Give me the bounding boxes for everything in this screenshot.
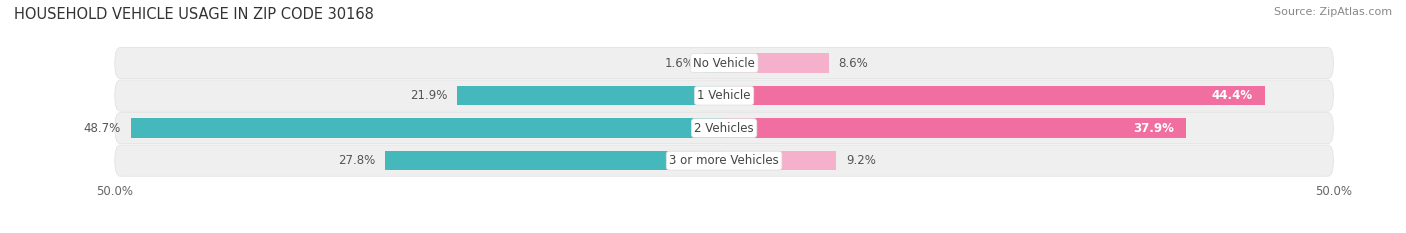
Text: 48.7%: 48.7% [84, 122, 121, 135]
Text: 44.4%: 44.4% [1212, 89, 1253, 102]
FancyBboxPatch shape [115, 80, 1333, 111]
FancyBboxPatch shape [115, 145, 1333, 176]
Bar [724, 53, 830, 73]
Bar [385, 151, 724, 170]
Text: 27.8%: 27.8% [339, 154, 375, 167]
FancyBboxPatch shape [115, 113, 1333, 144]
Text: 1 Vehicle: 1 Vehicle [697, 89, 751, 102]
Text: 8.6%: 8.6% [838, 57, 869, 70]
Text: 37.9%: 37.9% [1133, 122, 1174, 135]
Bar [704, 53, 724, 73]
Text: 9.2%: 9.2% [846, 154, 876, 167]
Text: 1.6%: 1.6% [665, 57, 695, 70]
Bar [457, 86, 724, 105]
Text: Source: ZipAtlas.com: Source: ZipAtlas.com [1274, 7, 1392, 17]
Text: HOUSEHOLD VEHICLE USAGE IN ZIP CODE 30168: HOUSEHOLD VEHICLE USAGE IN ZIP CODE 3016… [14, 7, 374, 22]
Bar [724, 118, 1185, 138]
Text: 3 or more Vehicles: 3 or more Vehicles [669, 154, 779, 167]
Text: 2 Vehicles: 2 Vehicles [695, 122, 754, 135]
Bar [724, 151, 837, 170]
FancyBboxPatch shape [115, 48, 1333, 79]
Text: No Vehicle: No Vehicle [693, 57, 755, 70]
Bar [131, 118, 724, 138]
Bar [724, 86, 1265, 105]
Text: 21.9%: 21.9% [411, 89, 447, 102]
